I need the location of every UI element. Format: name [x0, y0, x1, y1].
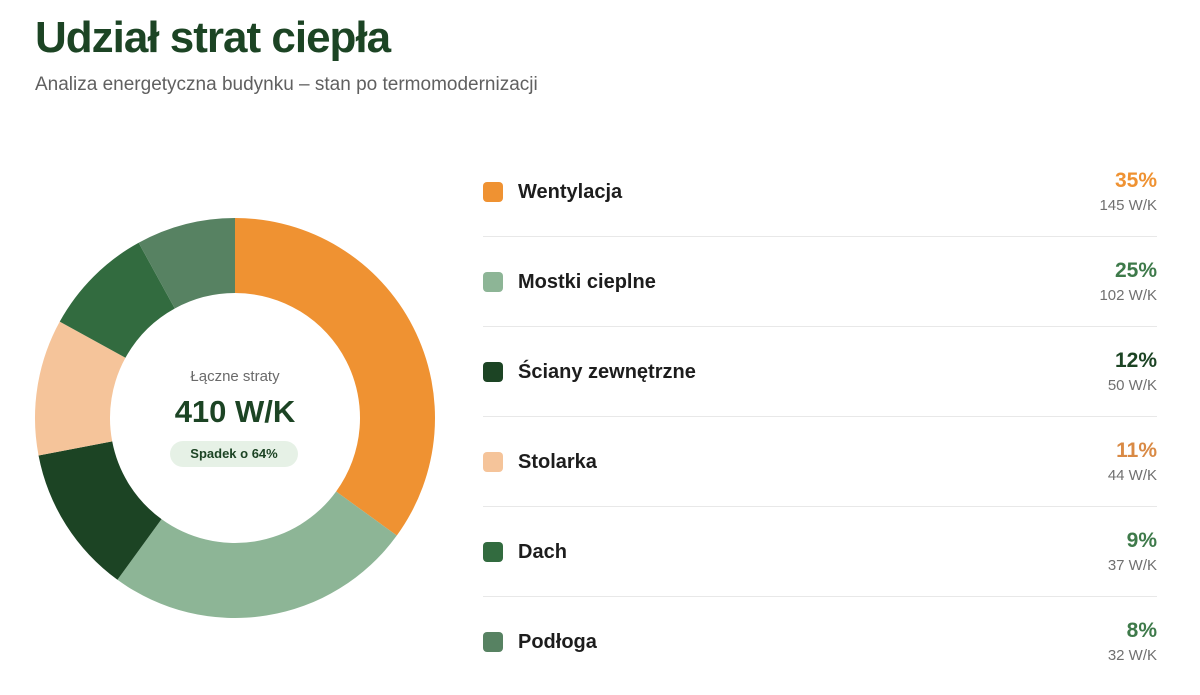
legend-value: 44 W/K [1107, 467, 1157, 484]
legend-item-sciany-zewnetrzne: Ściany zewnętrzne 12% 50 W/K [483, 327, 1157, 417]
legend-label: Wentylacja [518, 181, 623, 203]
legend-percent: 12% [1114, 349, 1157, 372]
legend-value: 50 W/K [1107, 377, 1157, 394]
legend-label: Dach [518, 541, 567, 563]
donut-slice-stolarka [35, 321, 126, 456]
legend-item-podloga: Podłoga 8% 32 W/K [483, 597, 1157, 687]
legend-label: Ściany zewnętrzne [518, 361, 696, 383]
legend-value: 37 W/K [1107, 557, 1157, 574]
legend-item-mostki-cieplne: Mostki cieplne 25% 102 W/K [483, 237, 1157, 327]
legend-percent: 8% [1126, 619, 1157, 642]
donut-slice-sciany-zewnetrzne [38, 441, 162, 580]
chart-title: Udział strat ciepła [35, 13, 391, 62]
total-losses-label: Łączne straty [190, 368, 280, 385]
legend-item-stolarka: Stolarka 11% 44 W/K [483, 417, 1157, 507]
legend-percent: 25% [1114, 259, 1157, 282]
donut-svg [35, 218, 435, 618]
donut-slice-podloga [138, 218, 235, 309]
legend-label: Mostki cieplne [518, 271, 656, 293]
legend-swatch [483, 542, 503, 562]
legend-value: 145 W/K [1099, 197, 1157, 214]
legend-percent: 11% [1116, 439, 1157, 462]
legend-item-dach: Dach 9% 37 W/K [483, 507, 1157, 597]
reduction-badge: Spadek o 64% [170, 441, 298, 467]
legend-value: 32 W/K [1107, 647, 1157, 664]
chart-subtitle: Analiza energetyczna budynku – stan po t… [35, 74, 538, 95]
donut-slice-wentylacja [235, 218, 435, 536]
legend-item-wentylacja: Wentylacja 35% 145 W/K [483, 147, 1157, 237]
legend-swatch [483, 182, 503, 202]
legend-label: Podłoga [518, 631, 597, 653]
total-losses-value: 410 W/K [174, 394, 296, 429]
legend-value: 102 W/K [1099, 287, 1157, 304]
legend-swatch [483, 452, 503, 472]
legend-percent: 35% [1114, 169, 1157, 192]
donut-slice-dach [59, 242, 175, 358]
legend-swatch [483, 362, 503, 382]
donut-chart: Łączne straty 410 W/K Spadek o 64% [34, 217, 436, 619]
donut-slice-mostki-cieplne [117, 491, 397, 618]
legend-percent: 9% [1126, 529, 1157, 552]
legend-swatch [483, 272, 503, 292]
legend-label: Stolarka [518, 451, 597, 473]
legend-swatch [483, 632, 503, 652]
legend: Wentylacja 35% 145 W/K Mostki cieplne 25… [483, 147, 1157, 687]
